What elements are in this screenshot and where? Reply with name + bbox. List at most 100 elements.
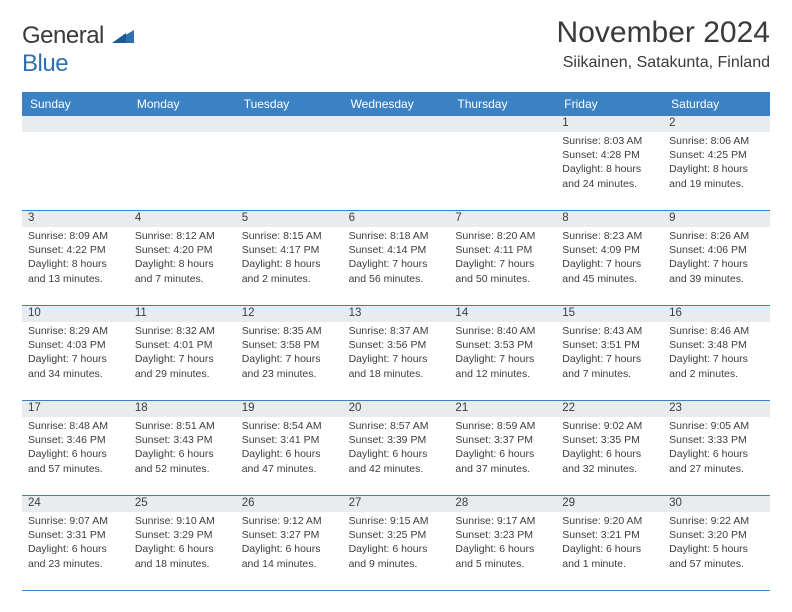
- daynum-row: 10111213141516: [22, 306, 770, 322]
- day-detail-line: Sunrise: 8:06 AM: [669, 134, 764, 148]
- day-detail-line: Sunrise: 8:23 AM: [562, 229, 657, 243]
- day-detail-line: Sunrise: 8:57 AM: [349, 419, 444, 433]
- day-detail-line: Sunset: 4:22 PM: [28, 243, 123, 257]
- month-title: November 2024: [557, 16, 770, 50]
- day-detail-line: and 39 minutes.: [669, 272, 764, 286]
- weekday-label: Thursday: [449, 92, 556, 116]
- day-detail-line: Sunrise: 8:59 AM: [455, 419, 550, 433]
- day-number: 10: [22, 306, 129, 322]
- day-detail-line: Sunset: 3:27 PM: [242, 528, 337, 542]
- day-detail-line: and 45 minutes.: [562, 272, 657, 286]
- day-detail-line: and 32 minutes.: [562, 462, 657, 476]
- weekday-label: Wednesday: [343, 92, 450, 116]
- day-number: 17: [22, 401, 129, 417]
- day-cell: Sunrise: 8:37 AMSunset: 3:56 PMDaylight:…: [343, 322, 450, 400]
- daynum-row: 12: [22, 116, 770, 132]
- day-cell: Sunrise: 9:02 AMSunset: 3:35 PMDaylight:…: [556, 417, 663, 495]
- day-detail-line: Sunrise: 8:40 AM: [455, 324, 550, 338]
- day-number: 25: [129, 496, 236, 512]
- day-cell: Sunrise: 9:17 AMSunset: 3:23 PMDaylight:…: [449, 512, 556, 590]
- day-detail-line: and 23 minutes.: [242, 367, 337, 381]
- day-detail-line: and 23 minutes.: [28, 557, 123, 571]
- day-cell: Sunrise: 8:48 AMSunset: 3:46 PMDaylight:…: [22, 417, 129, 495]
- day-cell: Sunrise: 8:54 AMSunset: 3:41 PMDaylight:…: [236, 417, 343, 495]
- day-cell: Sunrise: 8:35 AMSunset: 3:58 PMDaylight:…: [236, 322, 343, 400]
- day-number: 29: [556, 496, 663, 512]
- day-detail-line: Daylight: 6 hours: [242, 447, 337, 461]
- daynum-row: 24252627282930: [22, 496, 770, 512]
- day-cell: Sunrise: 8:32 AMSunset: 4:01 PMDaylight:…: [129, 322, 236, 400]
- day-number: 21: [449, 401, 556, 417]
- day-detail-line: Sunset: 4:09 PM: [562, 243, 657, 257]
- day-detail-line: Daylight: 6 hours: [455, 447, 550, 461]
- day-number: 22: [556, 401, 663, 417]
- day-cell: Sunrise: 8:59 AMSunset: 3:37 PMDaylight:…: [449, 417, 556, 495]
- day-detail-line: Sunset: 3:41 PM: [242, 433, 337, 447]
- day-cell: Sunrise: 8:40 AMSunset: 3:53 PMDaylight:…: [449, 322, 556, 400]
- day-detail-line: Sunset: 4:06 PM: [669, 243, 764, 257]
- weekday-label: Saturday: [663, 92, 770, 116]
- day-detail-line: Sunset: 3:23 PM: [455, 528, 550, 542]
- day-number: 4: [129, 211, 236, 227]
- day-detail-line: and 42 minutes.: [349, 462, 444, 476]
- day-detail-line: Sunset: 4:28 PM: [562, 148, 657, 162]
- day-detail-line: Sunrise: 8:46 AM: [669, 324, 764, 338]
- empty-cell: [343, 132, 450, 210]
- day-detail-line: Daylight: 8 hours: [669, 162, 764, 176]
- day-number: 16: [663, 306, 770, 322]
- day-detail-line: Sunrise: 8:51 AM: [135, 419, 230, 433]
- day-detail-line: Sunrise: 9:05 AM: [669, 419, 764, 433]
- logo-triangle-icon: [112, 22, 134, 50]
- day-detail-line: Sunrise: 8:09 AM: [28, 229, 123, 243]
- day-number: 3: [22, 211, 129, 227]
- day-detail-line: Daylight: 6 hours: [135, 447, 230, 461]
- day-detail-line: Sunset: 3:48 PM: [669, 338, 764, 352]
- day-cell: Sunrise: 9:05 AMSunset: 3:33 PMDaylight:…: [663, 417, 770, 495]
- logo: General Blue: [22, 22, 134, 78]
- day-detail-line: and 9 minutes.: [349, 557, 444, 571]
- day-detail-line: Sunrise: 9:12 AM: [242, 514, 337, 528]
- day-detail-line: Daylight: 7 hours: [242, 352, 337, 366]
- day-detail-line: Sunrise: 8:43 AM: [562, 324, 657, 338]
- day-detail-line: and 47 minutes.: [242, 462, 337, 476]
- logo-text: General Blue: [22, 22, 134, 78]
- logo-text-1: General: [22, 22, 104, 49]
- week-row: Sunrise: 8:29 AMSunset: 4:03 PMDaylight:…: [22, 322, 770, 401]
- day-cell: Sunrise: 8:46 AMSunset: 3:48 PMDaylight:…: [663, 322, 770, 400]
- day-cell: Sunrise: 8:43 AMSunset: 3:51 PMDaylight:…: [556, 322, 663, 400]
- day-detail-line: Sunset: 3:56 PM: [349, 338, 444, 352]
- day-detail-line: Daylight: 6 hours: [28, 447, 123, 461]
- daynum-row: 17181920212223: [22, 401, 770, 417]
- day-detail-line: and 50 minutes.: [455, 272, 550, 286]
- day-detail-line: Daylight: 7 hours: [349, 352, 444, 366]
- day-cell: Sunrise: 8:12 AMSunset: 4:20 PMDaylight:…: [129, 227, 236, 305]
- empty-cell: [449, 132, 556, 210]
- day-detail-line: Sunset: 3:35 PM: [562, 433, 657, 447]
- day-detail-line: Sunrise: 9:17 AM: [455, 514, 550, 528]
- day-detail-line: Daylight: 7 hours: [455, 257, 550, 271]
- day-detail-line: Sunrise: 8:37 AM: [349, 324, 444, 338]
- day-detail-line: and 57 minutes.: [28, 462, 123, 476]
- day-detail-line: Daylight: 7 hours: [349, 257, 444, 271]
- day-detail-line: Sunrise: 9:10 AM: [135, 514, 230, 528]
- header: General Blue November 2024 Siikainen, Sa…: [22, 16, 770, 78]
- day-number: 28: [449, 496, 556, 512]
- day-detail-line: Daylight: 6 hours: [349, 542, 444, 556]
- day-detail-line: Sunrise: 9:02 AM: [562, 419, 657, 433]
- day-number: 15: [556, 306, 663, 322]
- day-number: 8: [556, 211, 663, 227]
- day-detail-line: Daylight: 6 hours: [562, 447, 657, 461]
- day-detail-line: Sunrise: 8:26 AM: [669, 229, 764, 243]
- day-detail-line: Sunrise: 8:54 AM: [242, 419, 337, 433]
- day-detail-line: Sunset: 4:14 PM: [349, 243, 444, 257]
- day-detail-line: and 7 minutes.: [135, 272, 230, 286]
- day-number: 13: [343, 306, 450, 322]
- day-detail-line: Sunrise: 8:29 AM: [28, 324, 123, 338]
- day-detail-line: Sunset: 4:01 PM: [135, 338, 230, 352]
- day-detail-line: Sunrise: 8:35 AM: [242, 324, 337, 338]
- day-number: 18: [129, 401, 236, 417]
- day-detail-line: and 7 minutes.: [562, 367, 657, 381]
- day-cell: Sunrise: 9:22 AMSunset: 3:20 PMDaylight:…: [663, 512, 770, 590]
- weekday-label: Monday: [129, 92, 236, 116]
- day-detail-line: Sunrise: 8:03 AM: [562, 134, 657, 148]
